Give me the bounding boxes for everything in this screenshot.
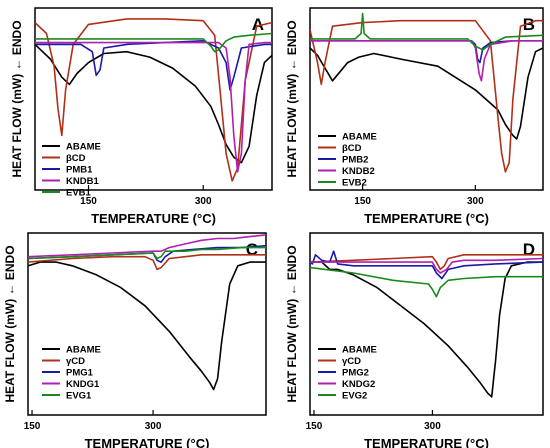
- legend-label: PMB1: [66, 165, 93, 176]
- series-line-evb1: [35, 32, 272, 53]
- series-line-evg1: [28, 246, 266, 260]
- x-tick-label: 150: [24, 421, 41, 432]
- panel-c: C 150 300 TEMPERATURE (°C) HEAT FLOW (mW) ← …: [3, 232, 267, 448]
- legend-label: γCD: [342, 356, 361, 367]
- legend-label: EVB1: [66, 188, 92, 199]
- series-line-kndb2: [310, 40, 543, 82]
- legend-label: γCD: [66, 356, 85, 367]
- legend-label: KNDB2: [342, 166, 375, 177]
- y-axis-label: HEAT FLOW (mW) ← ENDO: [3, 245, 17, 402]
- legend-label: KNDG1: [66, 379, 100, 390]
- legend-label: ABAME: [66, 345, 101, 356]
- x-tick-label: 300: [195, 196, 212, 207]
- y-axis-label: HEAT FLOW (mW) ← ENDO: [285, 20, 299, 177]
- panel-d: D 150 300 TEMPERATURE (°C) HEAT FLOW (mW) ← …: [285, 232, 544, 448]
- series-line-γcd: [310, 254, 543, 271]
- legend-label: ABAME: [66, 142, 101, 153]
- series-line-pmg2: [310, 250, 543, 280]
- x-axis-label: TEMPERATURE (°C): [85, 436, 210, 448]
- legend-label: PMB2: [342, 155, 368, 166]
- x-tick-label: 150: [306, 421, 323, 432]
- x-axis-label: TEMPERATURE (°C): [91, 211, 216, 226]
- legend-label: βCD: [342, 143, 362, 154]
- panel-a: A 150 300 TEMPERATURE (°C) HEAT FLOW (mW) ← …: [10, 7, 273, 226]
- plot-frame: [27, 232, 267, 416]
- panel-letter: B: [523, 15, 535, 34]
- plot-frame: [309, 232, 544, 416]
- series-line-pmb1: [35, 40, 272, 91]
- legend-label: ABAME: [342, 345, 377, 356]
- series-line-pmb2: [310, 40, 543, 64]
- series-line-kndg2: [310, 257, 543, 274]
- x-axis-label: TEMPERATURE (°C): [364, 436, 489, 448]
- series-line-abame: [310, 47, 543, 140]
- series-line-evg2: [310, 266, 543, 298]
- x-tick-label: 300: [145, 421, 162, 432]
- series-line-γcd: [28, 254, 266, 271]
- series-line-abame: [28, 261, 266, 391]
- panel-b: B 150 300 TEMPERATURE (°C) HEAT FLOW (mW) ← …: [285, 7, 544, 226]
- x-axis-label: TEMPERATURE (°C): [364, 211, 489, 226]
- series-line-βcd: [310, 19, 543, 173]
- panel-letter: A: [252, 15, 264, 34]
- panel-letter: C: [246, 240, 258, 259]
- legend-label: PMG1: [66, 368, 94, 379]
- y-axis-label: HEAT FLOW (mW) ← ENDO: [10, 20, 24, 177]
- legend-label: PMG2: [342, 368, 369, 379]
- legend-label: EVG2: [342, 391, 367, 402]
- series-line-kndb1: [35, 41, 272, 173]
- x-tick-label: 150: [354, 196, 371, 207]
- legend-label: KNDG2: [342, 379, 375, 390]
- plot-frame: [34, 7, 273, 191]
- series-line-evb2: [310, 12, 543, 51]
- series-line-kndg1: [28, 234, 266, 258]
- series-line-abame: [35, 43, 272, 164]
- legend-label: βCD: [66, 153, 86, 164]
- y-axis-label: HEAT FLOW (mW) ← ENDO: [285, 245, 299, 402]
- x-tick-label: 300: [467, 196, 484, 207]
- x-tick-label: 150: [80, 196, 97, 207]
- x-tick-label: 300: [424, 421, 441, 432]
- legend-label: ABAME: [342, 132, 377, 143]
- legend-label: KNDB1: [66, 176, 99, 187]
- series-line-abame: [310, 261, 543, 398]
- legend-label: EVG1: [66, 391, 92, 402]
- legend-label: EVB2: [342, 178, 367, 189]
- panel-letter: D: [523, 240, 535, 259]
- plot-frame: [309, 7, 544, 191]
